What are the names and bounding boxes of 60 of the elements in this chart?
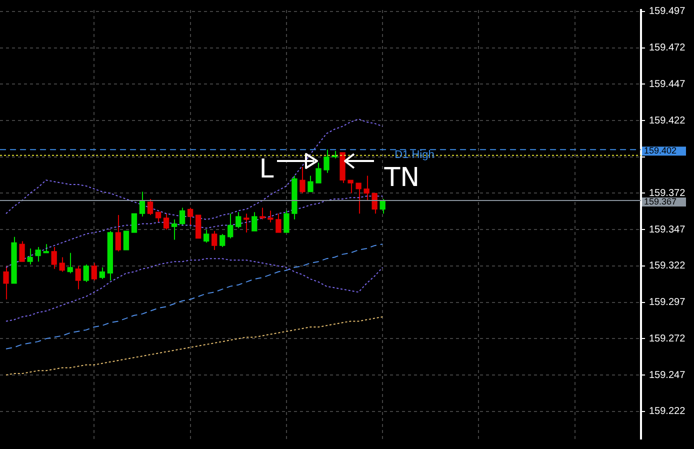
candlestick	[187, 207, 194, 226]
y-tick-label: 159.347	[649, 224, 686, 236]
candlestick	[91, 262, 97, 281]
ref-line-label: 159.402	[644, 146, 677, 156]
y-tick-label: 159.297	[649, 297, 686, 308]
candlestick	[67, 252, 73, 274]
candlestick	[19, 240, 25, 262]
candlestick	[356, 182, 362, 214]
candlestick	[83, 264, 89, 282]
candlestick	[131, 213, 138, 233]
y-tick-label: 159.272	[649, 333, 686, 344]
annotation: TN	[383, 163, 420, 194]
candlestick	[203, 229, 210, 244]
candlestick	[59, 256, 65, 272]
line-series	[6, 258, 384, 322]
candlestick	[147, 198, 154, 216]
y-tick-label: 159.472	[649, 42, 686, 54]
candlestick	[179, 207, 186, 226]
candlestick	[268, 210, 274, 223]
candlestick	[171, 218, 178, 240]
candlestick	[99, 266, 105, 280]
candlestick	[364, 175, 370, 202]
candlestick	[284, 210, 290, 233]
annotation: L	[259, 154, 274, 185]
candlestick	[115, 214, 122, 252]
candlestick	[308, 175, 314, 192]
ref-line-label: 159.367	[644, 196, 677, 206]
y-tick-label: 159.422	[649, 115, 686, 126]
candlestick	[372, 192, 378, 214]
candlestick	[51, 246, 57, 270]
candlestick	[123, 230, 130, 250]
candlestick	[252, 212, 258, 232]
candlestick	[155, 212, 162, 223]
candlestick	[300, 166, 306, 194]
line-series	[6, 244, 384, 350]
candlestick	[220, 233, 226, 248]
candlestick	[260, 207, 266, 220]
annotation: D1 High	[394, 149, 434, 162]
y-tick-label: 159.222	[649, 406, 686, 418]
candlestick	[195, 214, 202, 239]
y-tick-label: 159.372	[649, 188, 686, 199]
candlestick	[139, 191, 146, 217]
candlestick	[244, 213, 250, 233]
y-tick-label: 159.497	[649, 6, 686, 18]
candlestick	[324, 149, 330, 174]
candlestick	[236, 212, 242, 229]
candlestick	[27, 248, 33, 265]
y-tick-label: 159.322	[649, 260, 686, 272]
candlestick	[276, 213, 282, 233]
candlestick	[348, 180, 354, 194]
candlestick	[163, 213, 170, 230]
candlestick	[228, 213, 234, 239]
candlestick	[35, 246, 41, 262]
candlestick	[212, 230, 218, 250]
candlestick	[3, 265, 9, 300]
line-series	[6, 316, 384, 376]
y-tick-label: 159.247	[649, 370, 686, 381]
y-tick-label: 159.447	[649, 78, 686, 90]
candlestick	[316, 162, 322, 184]
candlestick	[75, 265, 81, 290]
